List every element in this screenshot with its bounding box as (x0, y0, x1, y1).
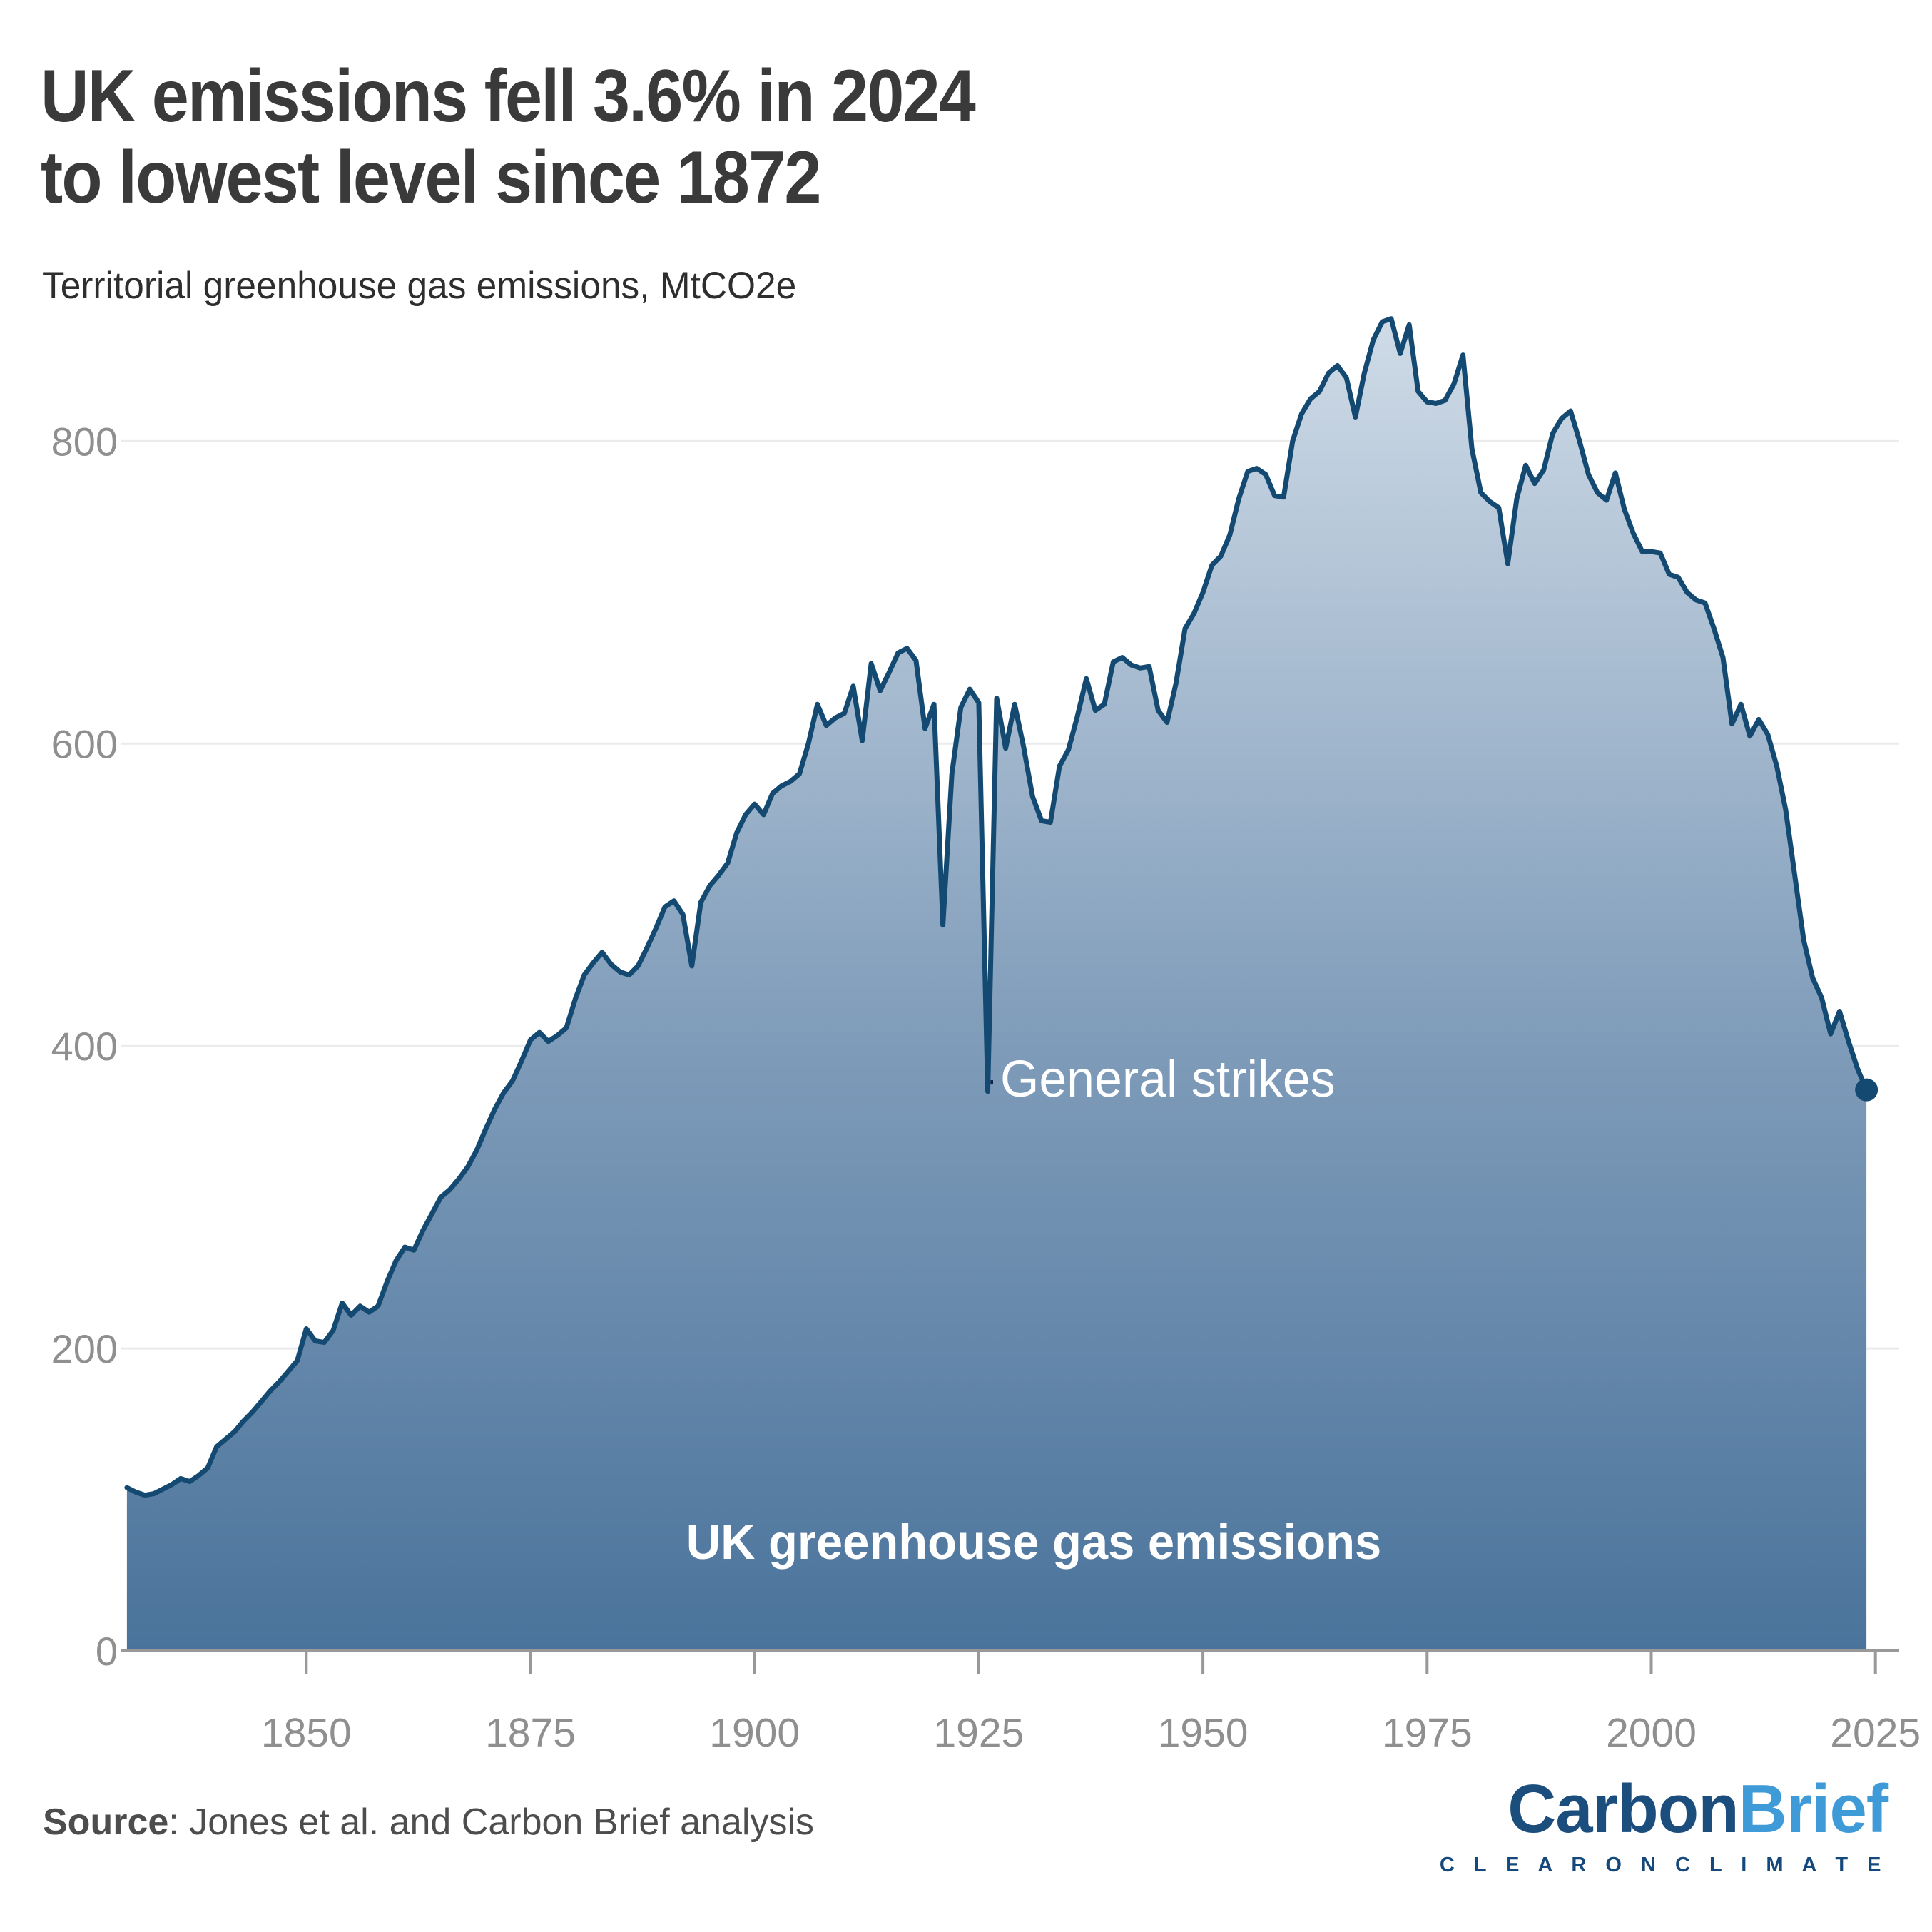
emissions-line (124, 316, 1869, 1498)
last-point-dot-2024 (1855, 1078, 1878, 1102)
x-tick-label-2000: 2000 (1606, 1710, 1697, 1756)
y-tick-label-800: 800 (51, 419, 118, 464)
area-fill (126, 318, 1867, 1652)
x-tick-label-1925: 1925 (933, 1710, 1024, 1756)
page-title: UK emissions fell 3.6% in 2024 to lowest… (41, 55, 976, 220)
logo-carbon: Carbon (1508, 1771, 1739, 1847)
x-tick-label-1950: 1950 (1158, 1710, 1249, 1756)
x-tick-label-1875: 1875 (485, 1710, 576, 1756)
y-tick-label-0: 0 (96, 1629, 118, 1674)
chart-subtitle: Territorial greenhouse gas emissions, Mt… (42, 265, 797, 307)
general-strikes-annotation: General strikes (1000, 1051, 1336, 1108)
x-tick-label-1850: 1850 (261, 1710, 352, 1756)
source-note: Source: Jones et al. and Carbon Brief an… (43, 1801, 814, 1844)
x-tick-label-1900: 1900 (709, 1710, 800, 1756)
logo-tagline: C L E A R O N C L I M A T E (1439, 1854, 1888, 1876)
carbon-brief-logo: CarbonBrief C L E A R O N C L I M A T E (1440, 1775, 1888, 1877)
title-line-2: to lowest level since 1872 (41, 136, 821, 220)
y-tick-label-600: 600 (51, 721, 118, 766)
title-line-1: UK emissions fell 3.6% in 2024 (41, 55, 976, 138)
series-label: UK greenhouse gas emissions (686, 1515, 1382, 1570)
source-label: Source (43, 1801, 169, 1843)
logo-brief: Brief (1738, 1771, 1888, 1847)
x-tick-label-2025: 2025 (1830, 1710, 1921, 1756)
x-tick-label-1975: 1975 (1382, 1710, 1473, 1756)
y-tick-label-400: 400 (51, 1024, 118, 1069)
source-text: : Jones et al. and Carbon Brief analysis (168, 1801, 815, 1843)
y-tick-label-200: 200 (51, 1326, 118, 1371)
logo-wordmark: CarbonBrief (1448, 1775, 1888, 1844)
